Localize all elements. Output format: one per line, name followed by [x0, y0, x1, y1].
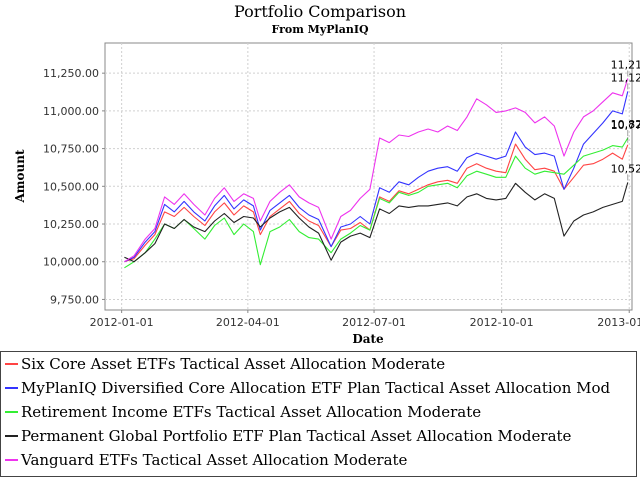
series-lines	[124, 78, 629, 269]
legend-label: Six Core Asset ETFs Tactical Asset Alloc…	[21, 355, 446, 373]
legend-item: Six Core Asset ETFs Tactical Asset Alloc…	[1, 352, 636, 376]
x-tick-label: 2012-04-01	[216, 316, 280, 329]
end-value-labels: 10,775 11,129 10,820 10,526 11,215	[611, 58, 640, 181]
legend-label: Retirement Income ETFs Tactical Asset Al…	[21, 403, 482, 421]
x-tick-label: 2012-07-01	[342, 316, 406, 329]
legend-swatch	[5, 363, 18, 365]
legend-item: Permanent Global Portfolio ETF Plan Tact…	[1, 424, 636, 448]
plot-area	[104, 42, 633, 311]
y-tick-label: 10,250.00	[43, 218, 99, 231]
legend-swatch	[5, 411, 18, 413]
series-line	[124, 143, 629, 263]
x-tick-label: 2012-10-01	[470, 316, 534, 329]
legend-label: MyPlanIQ Diversified Core Allocation ETF…	[21, 379, 611, 397]
y-tick-label: 9,750.00	[50, 293, 99, 306]
x-tick-label: 2012-01-01	[90, 316, 154, 329]
series-line	[124, 91, 629, 263]
series-line	[124, 182, 629, 263]
end-value-label: 10,526	[611, 162, 640, 175]
legend-swatch	[5, 459, 18, 461]
y-axis-label: Amount	[13, 149, 27, 203]
end-value-label: 11,215	[611, 58, 640, 71]
legend-label: Permanent Global Portfolio ETF Plan Tact…	[21, 427, 572, 445]
grid-lines	[105, 43, 632, 310]
end-value-label: 10,820	[611, 118, 640, 131]
y-tick-label: 10,750.00	[43, 143, 99, 156]
legend-swatch	[5, 435, 18, 437]
axes: 9,750.00 10,000.00 10,250.00 10,500.00 10,75…	[43, 67, 640, 329]
line-chart: Portfolio Comparison From MyPlanIQ 9,750…	[13, 2, 640, 346]
series-line	[124, 78, 629, 263]
y-tick-label: 10,500.00	[43, 180, 99, 193]
chart-title: Portfolio Comparison	[234, 2, 406, 21]
y-tick-label: 10,000.00	[43, 256, 99, 269]
legend-swatch	[5, 387, 18, 389]
legend-item: Retirement Income ETFs Tactical Asset Al…	[1, 400, 636, 424]
chart-subtitle: From MyPlanIQ	[271, 23, 369, 36]
x-axis-label: Date	[352, 332, 384, 346]
x-tick-label: 2013-01-01	[597, 316, 640, 329]
legend: Six Core Asset ETFs Tactical Asset Alloc…	[0, 351, 637, 477]
y-tick-label: 11,250.00	[43, 67, 99, 80]
series-line	[124, 137, 629, 269]
end-value-label: 10,775	[611, 119, 640, 132]
legend-item: MyPlanIQ Diversified Core Allocation ETF…	[1, 376, 636, 400]
legend-item: Vanguard ETFs Tactical Asset Allocation …	[1, 448, 636, 472]
legend-label: Vanguard ETFs Tactical Asset Allocation …	[21, 451, 408, 469]
y-tick-label: 11,000.00	[43, 105, 99, 118]
end-value-label: 11,129	[611, 71, 640, 84]
